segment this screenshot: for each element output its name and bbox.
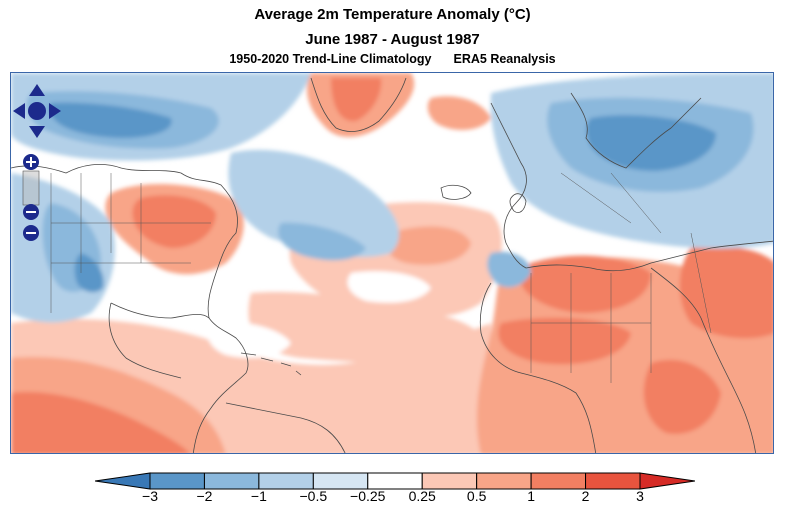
subtitle: 1950-2020 Trend-Line Climatology ERA5 Rea… bbox=[0, 52, 785, 66]
cool-anomaly-iberia bbox=[487, 251, 531, 288]
map-title: Average 2m Temperature Anomaly (°C) bbox=[254, 6, 531, 23]
pan-center-icon bbox=[28, 102, 46, 120]
north-america-coast bbox=[11, 163, 249, 453]
colorbar-bin bbox=[367, 472, 423, 490]
colorbar-tick-label: 0.25 bbox=[408, 488, 436, 504]
warm-anomaly-arctic-east bbox=[427, 96, 491, 130]
pan-left-button[interactable] bbox=[13, 103, 25, 119]
colorbar-ticks: −3 −2 −1 −0.5 −0.25 0.25 0.5 1 2 3 bbox=[0, 488, 785, 508]
colorbar-tick-label: 0.5 bbox=[466, 488, 487, 504]
south-america-coast bbox=[225, 402, 346, 453]
warm-anomaly-sahara bbox=[520, 255, 651, 313]
warm-anomaly-east-africa bbox=[643, 359, 721, 434]
warm-anomaly-atlantic-core bbox=[386, 226, 471, 265]
anomaly-field bbox=[11, 73, 773, 453]
neutral-zone-caribbean bbox=[207, 321, 291, 358]
colorbar-extend-low bbox=[95, 472, 151, 490]
colorbar-tick-label: −3 bbox=[142, 488, 158, 504]
pan-right-button[interactable] bbox=[49, 103, 61, 119]
colorbar-tick-label: −0.5 bbox=[299, 488, 328, 504]
coastlines bbox=[11, 77, 773, 453]
dataset-label: ERA5 Reanalysis bbox=[453, 52, 556, 66]
colorbar-tick-label: −2 bbox=[196, 488, 213, 504]
zoom-slider-track[interactable] bbox=[22, 170, 40, 206]
colorbar-tick-label: 1 bbox=[527, 488, 536, 504]
colorbar-bin bbox=[312, 472, 369, 490]
colorbar bbox=[95, 472, 695, 490]
colorbar-bins bbox=[95, 472, 695, 490]
colorbar-tick-label: 2 bbox=[581, 488, 590, 504]
cool-anomaly-labrador-sea bbox=[228, 149, 400, 258]
colorbar-bin bbox=[203, 472, 260, 490]
warm-anomaly-greenland-core bbox=[331, 78, 382, 122]
warm-anomaly-atlantic-mid bbox=[248, 292, 485, 364]
colorbar-bin bbox=[530, 472, 587, 490]
anomaly-map[interactable] bbox=[10, 72, 774, 454]
colorbar-bin bbox=[149, 472, 205, 490]
iceland-outline bbox=[440, 184, 472, 200]
colorbar-bin bbox=[421, 472, 478, 490]
greenland-coast bbox=[310, 77, 407, 132]
zoom-in-button[interactable] bbox=[23, 154, 39, 170]
pan-up-button[interactable] bbox=[29, 84, 45, 96]
gulf-of-mexico-coast bbox=[108, 302, 210, 379]
scandinavia-coast bbox=[570, 92, 702, 169]
climatology-label: 1950-2020 Trend-Line Climatology bbox=[229, 52, 432, 66]
europe-coast bbox=[490, 102, 773, 272]
cool-anomaly-nw-atlantic bbox=[278, 222, 366, 261]
cool-anomaly-arctic-core bbox=[48, 102, 172, 138]
cool-anomaly-scandinavia-core bbox=[586, 115, 716, 171]
warm-anomaly-pacific-core bbox=[11, 392, 190, 453]
time-period: June 1987 - August 1987 bbox=[305, 31, 480, 48]
colorbar-tick-label: −0.25 bbox=[350, 488, 386, 504]
colorbar-tick-label: 3 bbox=[636, 488, 644, 504]
colorbar-tick-label: −1 bbox=[250, 488, 267, 504]
neutral-zone-atlantic bbox=[347, 271, 431, 303]
warm-anomaly-middle-east bbox=[679, 246, 773, 339]
map-navigation-controls bbox=[13, 84, 61, 241]
colorbar-extend-high bbox=[639, 472, 695, 490]
colorbar-bin bbox=[585, 472, 641, 490]
zoom-in-button-secondary[interactable] bbox=[23, 225, 39, 241]
caribbean-islands bbox=[240, 352, 302, 376]
colorbar-bin bbox=[258, 472, 314, 490]
africa-coast bbox=[479, 267, 757, 453]
warm-anomaly-great-lakes bbox=[132, 195, 216, 248]
country-borders bbox=[50, 172, 712, 383]
pan-down-button[interactable] bbox=[29, 126, 45, 138]
colorbar-bin bbox=[476, 472, 532, 490]
map-canvas bbox=[11, 73, 773, 453]
british-isles-outline bbox=[509, 193, 527, 213]
warm-anomaly-sahel bbox=[498, 317, 631, 365]
zoom-out-button[interactable] bbox=[23, 204, 39, 220]
